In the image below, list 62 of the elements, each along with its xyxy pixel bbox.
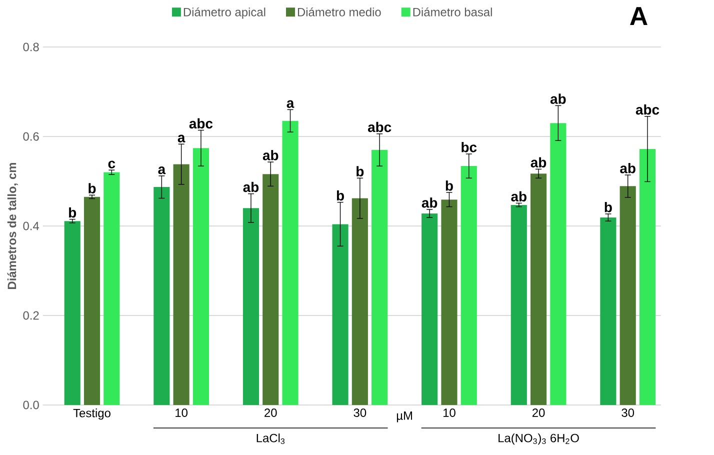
x-tick-label: 20: [532, 408, 545, 417]
x-tick-label: 10: [176, 408, 188, 417]
bar: [600, 217, 616, 405]
bar: [620, 186, 636, 405]
bar: [352, 198, 368, 405]
data-label: a: [286, 100, 294, 108]
data-label: b: [88, 183, 96, 194]
bar: [530, 174, 547, 405]
bar: [64, 221, 80, 405]
data-label: abc: [189, 118, 213, 129]
data-label: ab: [620, 163, 636, 174]
x-tick-label: 20: [264, 408, 277, 417]
data-label: ab: [262, 150, 278, 160]
x-tick-label: 30: [622, 408, 634, 417]
x-tick-label: Testigo: [73, 408, 110, 420]
data-label: abc: [636, 104, 660, 115]
bar: [550, 123, 566, 405]
data-label: b: [446, 180, 453, 191]
data-label: abc: [368, 122, 392, 132]
bar: [262, 174, 279, 405]
text: LaCl$_{3}$: [256, 434, 285, 444]
bar: [84, 196, 100, 405]
data-label: ab: [422, 197, 438, 208]
data-label: ab: [550, 94, 566, 104]
x-tick-label: 30: [354, 408, 366, 417]
y-tick-label: 0.8: [23, 42, 39, 52]
bar: [441, 200, 458, 405]
chart-title: A: [630, 7, 648, 25]
data-label: ab: [243, 182, 259, 192]
data-label: a: [158, 166, 166, 174]
bar: [372, 150, 388, 405]
legend-label: Diámetro apical: [184, 7, 266, 19]
bar: [422, 213, 438, 405]
data-label: ab: [511, 191, 526, 202]
bar: [173, 164, 190, 405]
data-label: b: [604, 202, 612, 212]
bar: [104, 172, 120, 405]
bar: [282, 120, 298, 405]
data-label: b: [69, 207, 76, 218]
data-label: c: [108, 160, 116, 168]
bar: [192, 148, 209, 405]
text: La(NO$_{3}$)$_{3}$ 6H$_{2}$O: [498, 434, 579, 445]
bar: [154, 187, 170, 405]
bar: [242, 208, 260, 405]
y-tick-label: 0.0: [23, 400, 39, 410]
y-tick-label: 0.2: [23, 311, 39, 320]
data-label: b: [356, 166, 364, 176]
data-label: bc: [462, 142, 477, 152]
bar: [639, 149, 656, 405]
bar: [332, 224, 348, 405]
y-axis-title: Diámetros de tallo, cm: [7, 162, 18, 289]
data-label: b: [336, 190, 344, 201]
y-tick-label: 0.6: [23, 132, 39, 141]
text: µM: [396, 412, 412, 422]
y-tick-label: 0.4: [23, 222, 40, 230]
bar: [510, 204, 527, 405]
x-tick-label: 10: [443, 408, 456, 417]
legend-label: Diámetro medio: [298, 7, 381, 16]
data-label: a: [178, 134, 186, 142]
bar: [460, 166, 477, 405]
legend-label: Diámetro basal: [413, 7, 492, 16]
data-label: ab: [530, 157, 546, 168]
